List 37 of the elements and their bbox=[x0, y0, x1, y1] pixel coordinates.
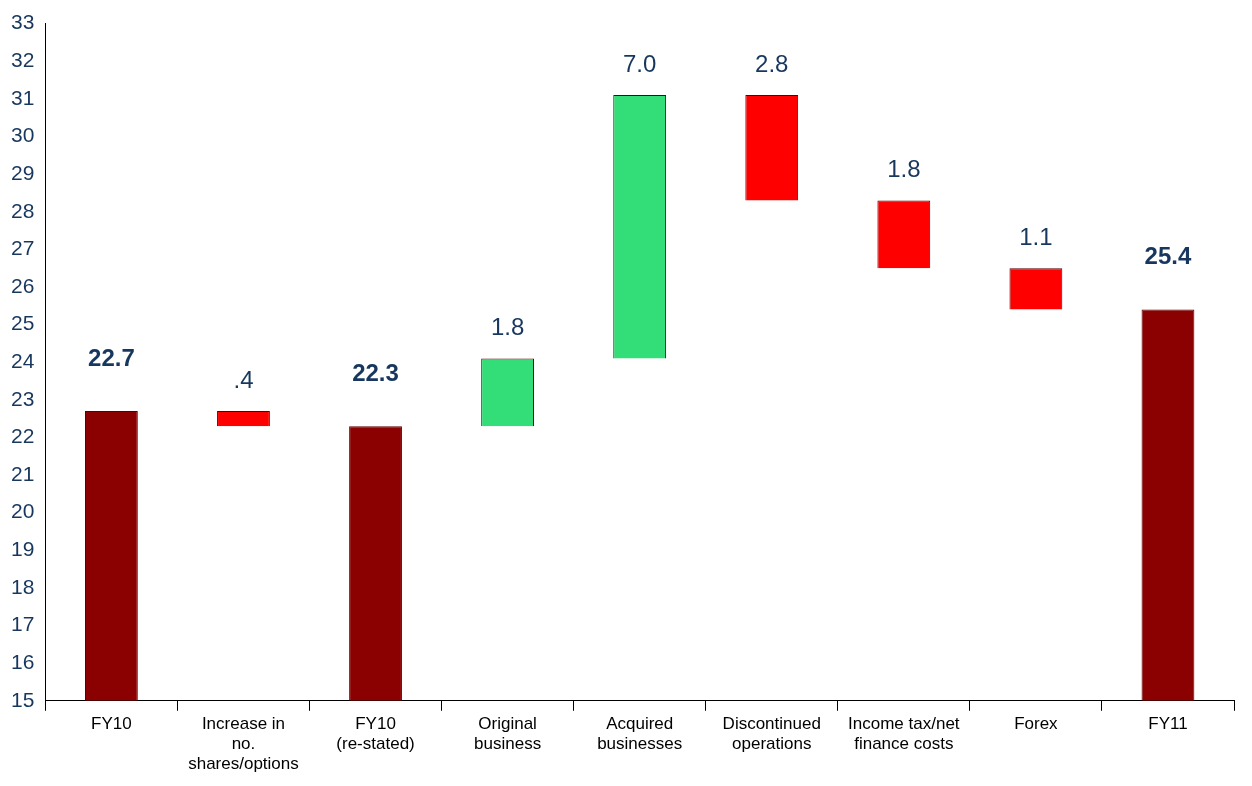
y-tick-label: 17 bbox=[11, 612, 35, 636]
data-label: 1.8 bbox=[887, 155, 921, 183]
x-tick-label: Discontinued operations bbox=[722, 713, 821, 754]
y-tick-label: 21 bbox=[11, 461, 35, 485]
data-label: 2.8 bbox=[755, 49, 789, 77]
y-tick-label: 16 bbox=[11, 649, 35, 673]
y-tick-label: 33 bbox=[11, 10, 35, 34]
x-tick-label: FY10 bbox=[91, 713, 132, 733]
x-tick-label: Acquired businesses bbox=[597, 713, 683, 754]
y-tick-label: 24 bbox=[11, 349, 35, 372]
x-tick-label: Forex bbox=[1014, 713, 1059, 733]
data-label: 22.3 bbox=[352, 358, 399, 386]
y-tick-label: 26 bbox=[11, 273, 35, 297]
y-tick-label: 19 bbox=[11, 537, 35, 561]
y-tick-label: 18 bbox=[11, 574, 35, 598]
x-tick-label: FY10 (re-stated) bbox=[336, 713, 415, 754]
y-tick-label: 20 bbox=[11, 499, 35, 523]
data-label: .4 bbox=[233, 365, 254, 393]
x-tick-label: Increase in no. shares/options bbox=[188, 713, 299, 774]
y-tick-label: 28 bbox=[11, 198, 35, 222]
y-tick-label: 29 bbox=[11, 160, 35, 184]
y-tick-label: 25 bbox=[11, 311, 35, 335]
data-label: 7.0 bbox=[622, 49, 657, 77]
x-tick-label: FY11 bbox=[1148, 713, 1188, 733]
y-tick-label: 23 bbox=[11, 386, 35, 410]
data-label: 22.7 bbox=[88, 343, 135, 371]
y-tick-label: 32 bbox=[11, 48, 35, 72]
data-label: 1.8 bbox=[490, 313, 525, 341]
x-tick-label: Income tax/net finance costs bbox=[848, 713, 960, 754]
data-label: 25.4 bbox=[1144, 242, 1192, 270]
y-tick-label: 27 bbox=[11, 236, 35, 260]
y-tick-label: 15 bbox=[11, 687, 35, 711]
y-tick-label: 31 bbox=[11, 85, 35, 109]
data-label: 1.1 bbox=[1019, 222, 1053, 250]
y-tick-label: 22 bbox=[11, 424, 35, 448]
y-tick-label: 30 bbox=[11, 123, 35, 147]
x-tick-label: Original business bbox=[474, 713, 542, 754]
